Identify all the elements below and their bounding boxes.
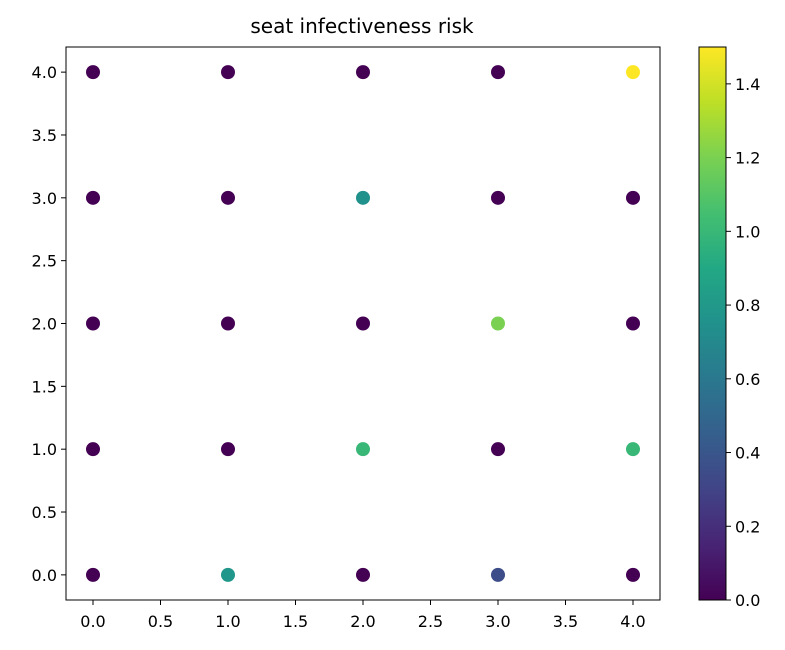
colorbar-tick-label: 1.0 bbox=[735, 222, 760, 241]
scatter-point-9 bbox=[491, 190, 505, 205]
scatter-point-21 bbox=[86, 567, 100, 582]
scatter-point-5 bbox=[626, 65, 640, 80]
colorbar-tick-label: 0.4 bbox=[735, 444, 760, 463]
scatter-point-13 bbox=[356, 316, 370, 331]
x-tick-label: 2.5 bbox=[418, 612, 443, 631]
scatter-point-18 bbox=[356, 442, 370, 457]
scatter-point-16 bbox=[86, 442, 100, 457]
x-tick-label: 4.0 bbox=[620, 612, 645, 631]
x-axis: 0.0 0.5 1.0 1.5 2.0 2.5 3.0 3.5 4.0 bbox=[80, 600, 646, 631]
x-tick-label: 1.0 bbox=[215, 612, 240, 631]
scatter-point-17 bbox=[221, 442, 235, 457]
scatter-point-25 bbox=[626, 567, 640, 582]
y-tick-label: 2.0 bbox=[32, 315, 57, 334]
x-tick-label: 3.0 bbox=[485, 612, 510, 631]
colorbar-tick-label: 0.6 bbox=[735, 370, 760, 389]
scatter-point-14 bbox=[491, 316, 505, 331]
scatter-point-3 bbox=[356, 65, 370, 80]
scatter-point-22 bbox=[221, 567, 235, 582]
scatter-point-11 bbox=[86, 316, 100, 331]
scatter-point-10 bbox=[626, 190, 640, 205]
colorbar-tick-label: 0.8 bbox=[735, 296, 760, 315]
y-tick-label: 0.5 bbox=[32, 503, 57, 522]
scatter-point-24 bbox=[491, 567, 505, 582]
colorbar-tick-label: 0.0 bbox=[735, 591, 760, 610]
chart-title: seat infectiveness risk bbox=[250, 14, 474, 38]
y-tick-label: 1.5 bbox=[32, 377, 57, 396]
x-tick-label: 0.0 bbox=[80, 612, 105, 631]
points-layer bbox=[86, 65, 640, 582]
x-tick-label: 3.5 bbox=[553, 612, 578, 631]
y-tick-label: 3.5 bbox=[32, 126, 57, 145]
colorbar-tick-label: 0.2 bbox=[735, 517, 760, 536]
y-axis: 0.0 0.5 1.0 1.5 2.0 2.5 3.0 3.5 4.0 bbox=[32, 63, 66, 585]
colorbar-axis: 0.0 0.2 0.4 0.6 0.8 1.0 1.2 1.4 bbox=[726, 75, 760, 610]
scatter-point-19 bbox=[491, 442, 505, 457]
scatter-point-2 bbox=[221, 65, 235, 80]
scatter-point-1 bbox=[86, 65, 100, 80]
scatter-point-20 bbox=[626, 442, 640, 457]
y-tick-label: 1.0 bbox=[32, 440, 57, 459]
y-tick-label: 2.5 bbox=[32, 252, 57, 271]
y-tick-label: 3.0 bbox=[32, 189, 57, 208]
scatter-point-6 bbox=[86, 190, 100, 205]
x-tick-label: 1.5 bbox=[283, 612, 308, 631]
colorbar-tick-label: 1.4 bbox=[735, 75, 760, 94]
y-tick-label: 4.0 bbox=[32, 63, 57, 82]
scatter-point-8 bbox=[356, 190, 370, 205]
x-tick-label: 2.0 bbox=[350, 612, 375, 631]
scatter-point-4 bbox=[491, 65, 505, 80]
y-tick-label: 0.0 bbox=[32, 566, 57, 585]
colorbar-tick-label: 1.2 bbox=[735, 149, 760, 168]
scatter-point-12 bbox=[221, 316, 235, 331]
scatter-point-15 bbox=[626, 316, 640, 331]
x-tick-label: 0.5 bbox=[148, 612, 173, 631]
colorbar bbox=[698, 46, 727, 601]
scatter-point-23 bbox=[356, 567, 370, 582]
scatter-point-7 bbox=[221, 190, 235, 205]
